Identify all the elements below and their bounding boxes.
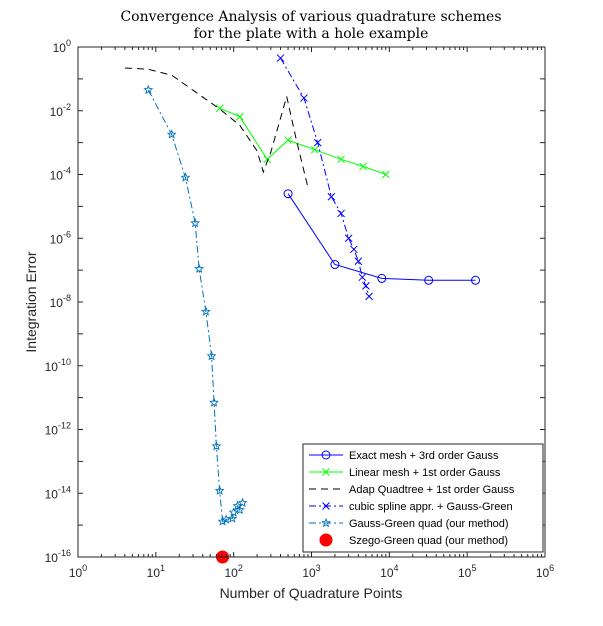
y-tick-label: 10-14 [45, 484, 71, 501]
data-point [214, 485, 225, 495]
data-point [358, 273, 367, 282]
y-tick-label: 10-10 [45, 357, 71, 374]
y-tick-label: 10-16 [45, 548, 71, 565]
legend-label: Szego-Green quad (our method) [349, 535, 508, 547]
series-line [147, 89, 243, 523]
legend-label: cubic spline appr. + Gauss-Green [349, 501, 513, 513]
legend-marker [321, 517, 331, 528]
series-line [280, 57, 370, 297]
data-point [354, 257, 363, 266]
legend-item: Linear mesh + 1st order Gauss [309, 467, 501, 479]
data-point [365, 292, 373, 301]
chart-title-line-1: Convergence Analysis of various quadratu… [120, 9, 501, 25]
data-point [362, 282, 370, 290]
data-point [206, 350, 217, 361]
legend-item: Szego-Green quad (our method) [319, 533, 508, 547]
legend-label: Linear mesh + 1st order Gauss [349, 467, 501, 479]
legend-box [302, 443, 544, 553]
data-point [263, 155, 272, 164]
legend-item: Gauss-Green quad (our method) [309, 517, 509, 530]
data-point [344, 234, 353, 243]
data-point [228, 507, 239, 517]
y-tick-label: 100 [53, 38, 71, 55]
ticks-layer [77, 46, 546, 558]
x-axis-label: Number of Quadrature Points [220, 585, 403, 601]
x-tick-label: 106 [536, 563, 554, 580]
data-point [284, 136, 292, 144]
series-layer [124, 54, 481, 564]
y-tick-label: 10-4 [50, 166, 71, 183]
data-point [180, 172, 191, 182]
data-point [337, 209, 345, 218]
series-0 [283, 189, 481, 285]
data-point [217, 516, 228, 526]
data-point [300, 94, 308, 102]
x-tick-label: 101 [147, 563, 165, 580]
y-axis-label: Integration Error [23, 251, 39, 352]
data-point [377, 273, 387, 283]
legend-item: Adap Quadtree + 1st order Gauss [309, 484, 515, 496]
legend-marker [322, 502, 330, 510]
data-point [194, 263, 205, 273]
data-point [234, 504, 245, 515]
legend-marker [322, 468, 330, 476]
series-1 [215, 104, 390, 179]
y-tick-label: 10-12 [45, 421, 71, 438]
series-line [219, 107, 386, 175]
data-point [237, 497, 248, 508]
data-point [337, 155, 345, 164]
x-tick-label: 100 [69, 563, 87, 580]
data-point [190, 217, 201, 228]
series-line [287, 193, 476, 281]
data-point [313, 138, 322, 147]
data-point [166, 129, 177, 139]
x-tick-label: 102 [224, 563, 242, 580]
legend-label: Exact mesh + 3rd order Gauss [349, 450, 499, 462]
legend: Exact mesh + 3rd order Gauss Linear mesh … [302, 443, 544, 553]
legend-marker [321, 450, 331, 460]
data-point [327, 192, 336, 201]
data-point [330, 260, 340, 270]
data-point [276, 54, 285, 62]
y-tick-label: 10-2 [50, 102, 71, 119]
x-tick-label: 105 [458, 563, 476, 580]
series-4 [143, 84, 248, 526]
data-point [424, 275, 434, 285]
data-point [283, 189, 293, 199]
data-point [349, 245, 358, 254]
legend-marker [319, 533, 333, 547]
series-2 [124, 67, 309, 188]
legend-label: Gauss-Green quad (our method) [349, 518, 509, 530]
data-point [227, 513, 238, 523]
data-point [310, 145, 319, 154]
tick-labels-layer: 100 101 102 103 104 105 106 100 10-2 10-4 10-6 10-8… [45, 38, 555, 580]
x-tick-label: 103 [302, 563, 320, 580]
y-tick-label: 10-8 [50, 293, 71, 310]
data-point [235, 112, 244, 121]
data-point [471, 275, 481, 285]
data-point [381, 170, 390, 179]
series-3 [276, 54, 373, 301]
data-point [209, 397, 219, 407]
data-point [359, 162, 367, 171]
legend-item: Exact mesh + 3rd order Gauss [309, 450, 499, 462]
x-tick-label: 104 [380, 563, 398, 580]
data-point [143, 84, 154, 95]
legend-label: Adap Quadtree + 1st order Gauss [349, 484, 515, 496]
y-tick-label: 10-6 [50, 229, 71, 246]
data-point [211, 441, 222, 451]
legend-item: cubic spline appr. + Gauss-Green [309, 501, 513, 513]
data-point [200, 306, 211, 316]
chart-title-line-2: for the plate with a hole example [194, 26, 429, 42]
series-line [124, 67, 309, 188]
